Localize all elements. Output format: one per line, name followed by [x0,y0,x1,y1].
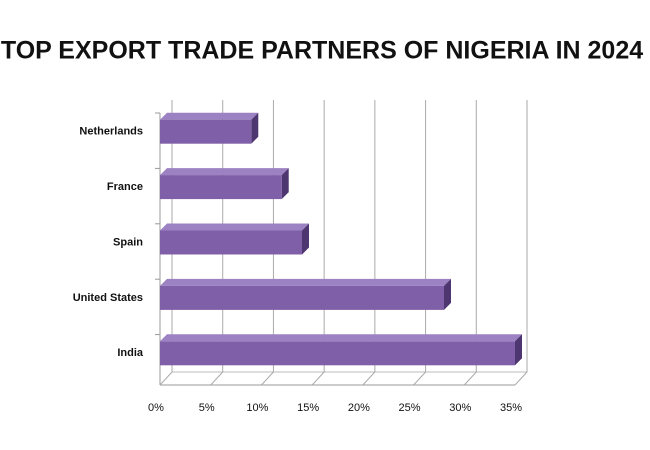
y-tick-label: Spain [113,236,143,248]
y-tick-label: India [117,347,144,359]
x-tick-label: 0% [148,402,164,414]
bar [160,119,252,144]
bar-side [515,334,522,366]
bar-side [251,112,259,144]
grid-line [514,100,528,386]
x-tick-label: 5% [199,402,215,414]
bar [160,285,444,310]
bar-top [160,278,451,286]
bar-top [160,112,259,120]
bar-side [302,223,309,255]
x-tick-label: 30% [449,402,471,414]
x-tick-label: 10% [246,402,268,414]
x-tick-label: 15% [297,402,319,414]
bar-top [160,168,289,176]
x-tick-label: 20% [348,402,370,414]
y-tick-label: United States [73,292,143,304]
bar-side [281,168,289,200]
grid-line [413,100,427,386]
bar-top [160,223,309,231]
bar [160,341,515,366]
x-tick-label: 25% [399,402,421,414]
grid-line [311,100,325,386]
x-tick-label: 35% [500,402,522,414]
bar-side [444,278,451,310]
y-tick-label: France [107,181,143,193]
bar-top [160,334,522,342]
grid-line [362,100,376,386]
bar [160,230,302,255]
grid-line [463,100,477,386]
bar [160,175,282,200]
y-tick-label: Netherlands [79,126,143,138]
chart-title: TOP EXPORT TRADE PARTNERS OF NIGERIA IN … [1,37,643,65]
